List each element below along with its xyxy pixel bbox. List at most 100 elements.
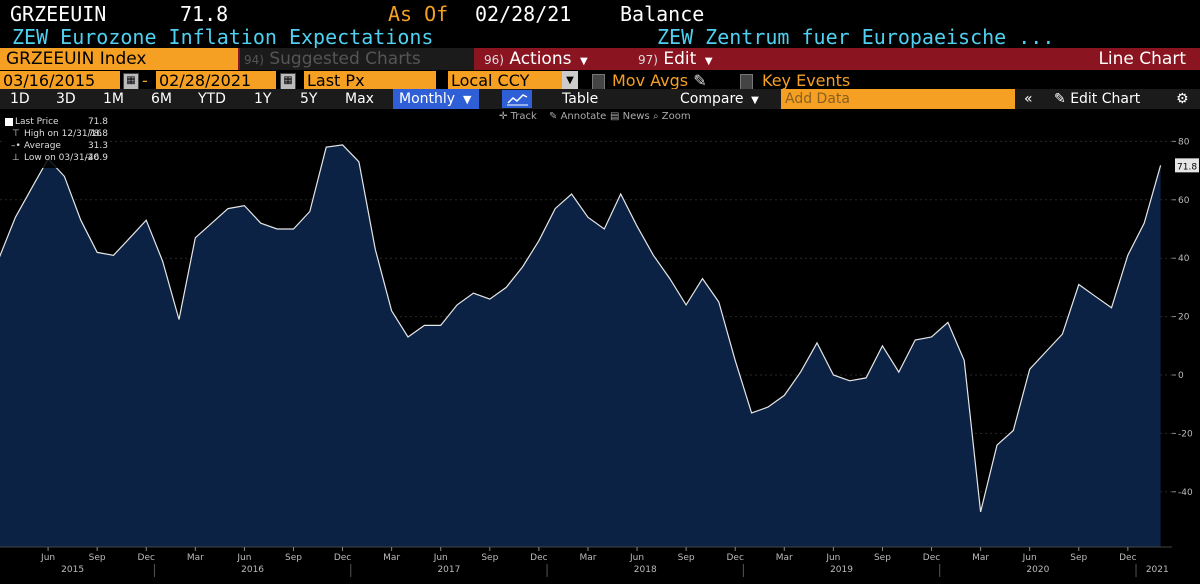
edit-label: Edit <box>663 49 697 69</box>
compare-menu[interactable]: Compare ▼ <box>680 89 759 109</box>
y-tick-label: 0 <box>1178 371 1184 381</box>
chevron-down-icon[interactable]: ▼ <box>562 71 578 90</box>
units-label: Balance <box>620 2 705 26</box>
legend-average: –• Average 31.3 <box>2 140 110 152</box>
x-tick-label: Mar <box>383 553 400 563</box>
caret-down-icon: ▼ <box>701 56 713 67</box>
line-chart-icon[interactable] <box>502 90 532 108</box>
track-tool[interactable]: ✛ Track <box>499 111 537 122</box>
edit-menu[interactable]: 97) Edit ▼ <box>632 48 732 70</box>
x-tick-label: Dec <box>138 553 155 563</box>
data-source: ZEW Zentrum fuer Europaeische ... <box>657 25 1055 49</box>
security-description: ZEW Eurozone Inflation Expectations <box>12 25 434 49</box>
x-tick-label: Jun <box>236 553 251 563</box>
legend-last-price-label: Last Price <box>15 117 59 127</box>
period-toolbar: 1D 3D 1M 6M YTD 1Y 5Y Max Monthly ▼ Tabl… <box>0 89 1200 109</box>
calendar-icon[interactable]: ▦ <box>280 73 296 92</box>
key-events-label: Key Events <box>762 71 851 90</box>
date-range-dash: - <box>142 71 148 90</box>
news-tool[interactable]: ▤ News <box>610 111 650 122</box>
table-button[interactable]: Table <box>562 91 599 107</box>
x-tick-label: Mar <box>776 553 793 563</box>
legend-average-label: Average <box>24 141 61 151</box>
x-tick-label: Jun <box>40 553 55 563</box>
high-marker-icon: ⊤ <box>12 129 20 139</box>
period-5y-button[interactable]: 5Y <box>300 91 318 107</box>
last-value-label: 71.8 <box>1177 162 1197 172</box>
series-line <box>0 144 1162 513</box>
x-tick-label: Mar <box>187 553 204 563</box>
period-6m-button[interactable]: 6M <box>151 91 172 107</box>
x-tick-label: Jun <box>1022 553 1037 563</box>
gear-icon[interactable]: ⚙ <box>1176 91 1189 107</box>
index-field[interactable]: GRZEEUIN Index <box>0 48 238 70</box>
frequency-select[interactable]: Monthly ▼ <box>393 89 480 109</box>
legend-high: ⊤ High on 12/31/16 78.8 <box>2 128 110 140</box>
x-tick-label: Jun <box>433 553 448 563</box>
x-tick-label: Mar <box>972 553 989 563</box>
y-tick-label: 40 <box>1178 254 1190 264</box>
ticker: GRZEEUIN <box>10 2 107 26</box>
news-label: News <box>622 111 650 122</box>
x-tick-label: Sep <box>874 553 891 563</box>
year-label: 2015 <box>61 565 84 575</box>
actions-label: Actions <box>509 49 572 69</box>
end-date-input[interactable]: 02/28/2021 <box>156 71 276 90</box>
legend-high-value: 78.8 <box>87 129 108 139</box>
edit-chart-button[interactable]: ✎ Edit Chart <box>1054 89 1140 109</box>
legend-low-label: Low on 03/31/20 <box>24 153 100 163</box>
add-data-input[interactable]: Add Data <box>781 89 1015 109</box>
year-label: 2017 <box>437 565 460 575</box>
period-1d-button[interactable]: 1D <box>10 91 30 107</box>
start-date-input[interactable]: 03/16/2015 <box>0 71 120 90</box>
y-tick-label: -40 <box>1178 488 1193 498</box>
zoom-tool[interactable]: ⌕ Zoom <box>653 111 691 122</box>
track-label: Track <box>510 111 537 122</box>
edit-chart-label: Edit Chart <box>1070 91 1141 107</box>
line-chart[interactable]: -40 -20 0 20 40 60 80 71.8 Jun Sep Dec Mar Jun Sep Dec… <box>0 109 1200 584</box>
y-tick-label: 20 <box>1178 313 1190 323</box>
pencil-icon[interactable]: ✎ <box>693 71 707 90</box>
x-tick-label: Sep <box>678 553 695 563</box>
x-tick-label: Dec <box>923 553 940 563</box>
suggested-charts-button[interactable]: 94) Suggested Charts <box>240 48 474 70</box>
year-label: 2016 <box>241 565 264 575</box>
actions-menu[interactable]: 96) Actions ▼ <box>478 48 626 70</box>
annotate-label: Annotate <box>560 111 607 122</box>
currency-select[interactable]: Local CCY <box>448 71 562 90</box>
as-of-label: As Of <box>388 2 449 26</box>
year-label: 2020 <box>1026 565 1049 575</box>
x-tick-label: Sep <box>481 553 498 563</box>
x-tick-label: Dec <box>726 553 743 563</box>
x-tick-label: Sep <box>89 553 106 563</box>
pencil-icon: ✎ <box>1054 91 1066 107</box>
y-tick-label: 80 <box>1178 137 1190 147</box>
mov-avgs-label: Mov Avgs ✎ <box>612 71 707 90</box>
x-tick-label: Jun <box>629 553 644 563</box>
low-marker-icon: ⊥ <box>12 153 20 163</box>
year-label: 2018 <box>634 565 657 575</box>
description-bar: ZEW Eurozone Inflation Expectations ZEW … <box>0 25 1200 49</box>
chart-area[interactable]: -40 -20 0 20 40 60 80 71.8 Jun Sep Dec Mar Jun Sep Dec… <box>0 109 1200 584</box>
x-tick-label: Dec <box>334 553 351 563</box>
edit-num: 97) <box>638 53 658 67</box>
frequency-label: Monthly <box>399 91 456 107</box>
period-1y-button[interactable]: 1Y <box>254 91 272 107</box>
year-label: 2021 <box>1146 565 1169 575</box>
period-3d-button[interactable]: 3D <box>56 91 76 107</box>
caret-down-icon: ▼ <box>576 56 588 67</box>
legend-average-value: 31.3 <box>87 141 108 151</box>
security-header: GRZEEUIN 71.8 As Of 02/28/21 Balance <box>0 2 1200 26</box>
legend-high-label: High on 12/31/16 <box>24 129 103 139</box>
period-max-button[interactable]: Max <box>345 91 374 107</box>
period-ytd-button[interactable]: YTD <box>198 91 226 107</box>
field-select[interactable]: Last Px <box>304 71 436 90</box>
last-price: 71.8 <box>180 2 229 26</box>
legend-swatch <box>5 118 13 126</box>
caret-down-icon: ▼ <box>459 93 472 106</box>
period-1m-button[interactable]: 1M <box>103 91 124 107</box>
collapse-icon[interactable]: « <box>1024 91 1033 107</box>
annotate-tool[interactable]: ✎ Annotate <box>549 111 607 122</box>
x-tick-label: Dec <box>1119 553 1136 563</box>
legend-low-value: -46.9 <box>84 153 108 163</box>
